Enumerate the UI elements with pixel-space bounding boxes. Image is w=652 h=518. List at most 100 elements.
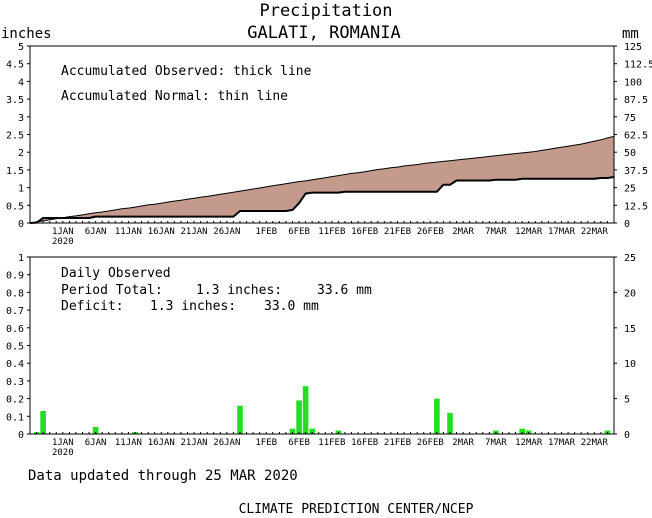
daily-left-tick-label: 1 [18, 253, 24, 264]
daily-date-label: 11FEB [318, 438, 345, 448]
daily-left-tick-label: 0.3 [6, 377, 24, 388]
daily-left-tick-label: 0.5 [6, 342, 24, 353]
daily-left-tick-label: 0.6 [6, 324, 24, 335]
accumulated-left-tick-label: 3 [18, 113, 24, 124]
accumulated-panel: 00.511.522.533.544.55012.52537.55062.575… [6, 42, 652, 230]
daily-bar [296, 400, 302, 434]
accumulated-date-label: 12MAR [515, 227, 543, 237]
daily-date-label: 7MAR [485, 438, 507, 448]
daily-date-label: 21FEB [384, 438, 411, 448]
daily-left-tick-label: 0.4 [6, 359, 24, 370]
daily-date-label: 26FEB [417, 438, 444, 448]
observed-line [29, 176, 615, 224]
daily-date-label: 11JAN [115, 438, 142, 448]
daily-right-tick-label: 20 [624, 288, 636, 299]
daily-bar [309, 428, 315, 434]
accumulated-date-label: 7MAR [485, 227, 507, 237]
daily-bar [92, 426, 99, 434]
accumulated-date-label: 21JAN [180, 227, 207, 237]
daily-observed-note: Daily Observed [61, 266, 171, 281]
accumulated-left-tick-label: 2.5 [6, 131, 24, 142]
daily-year-label: 2020 [52, 448, 74, 458]
right-unit-label: mm [622, 26, 639, 42]
daily-date-label: 22MAR [581, 438, 609, 448]
accumulated-date-label: 16JAN [148, 227, 175, 237]
accumulated-date-label: 6FEB [288, 227, 310, 237]
accumulated-year-label: 2020 [52, 237, 74, 247]
daily-bar [237, 405, 243, 434]
accumulated-right-tick-label: 87.5 [624, 95, 648, 106]
accumulated-left-tick-label: 0.5 [6, 201, 24, 212]
daily-date-label: 1FEB [255, 438, 277, 448]
accumulated-date-label: 26FEB [417, 227, 444, 237]
accumulated-date-label: 2MAR [452, 227, 474, 237]
daily-date-label: 6JAN [85, 438, 107, 448]
daily-bar [40, 411, 46, 434]
accumulated-axis-ticks: 00.511.522.533.544.55012.52537.55062.575… [6, 42, 652, 230]
credit-line: CLIMATE PREDICTION CENTER/NCEP [239, 502, 474, 517]
daily-bar [519, 428, 525, 434]
daily-panel: 00.10.20.30.40.50.60.70.80.910510152025 … [6, 253, 636, 441]
accumulated-right-tick-label: 0 [624, 219, 630, 230]
accumulated-date-label: 16FEB [351, 227, 378, 237]
accumulated-right-tick-label: 100 [624, 77, 642, 88]
accumulated-date-label: 1FEB [255, 227, 277, 237]
daily-bar [434, 398, 440, 434]
accumulated-normal-note: Accumulated Normal: thin line [61, 89, 288, 104]
daily-right-tick-label: 25 [624, 253, 636, 264]
daily-left-tick-label: 0.1 [6, 412, 24, 423]
daily-date-label: 16FEB [351, 438, 378, 448]
daily-bar [302, 386, 309, 434]
daily-right-tick-label: 5 [624, 395, 630, 406]
accumulated-left-tick-label: 4.5 [6, 60, 24, 71]
daily-date-label: 6FEB [288, 438, 310, 448]
accumulated-right-tick-label: 112.5 [624, 60, 652, 71]
normal-line [29, 135, 615, 224]
left-unit-label: inches [1, 26, 52, 42]
accumulated-date-label: 11FEB [318, 227, 345, 237]
daily-bar [289, 428, 296, 434]
deficit-inches: 1.3 inches: [150, 299, 236, 314]
accumulated-left-tick-label: 4 [18, 77, 24, 88]
accumulated-left-tick-label: 2 [18, 148, 24, 159]
accumulated-date-label: 22MAR [581, 227, 609, 237]
chart-title: Precipitation [259, 1, 392, 21]
daily-left-tick-label: 0.9 [6, 271, 24, 282]
accumulated-left-tick-label: 3.5 [6, 95, 24, 106]
accumulated-date-label: 6JAN [85, 227, 107, 237]
daily-date-label: 12MAR [515, 438, 543, 448]
station-name: GALATI, ROMANIA [247, 23, 401, 43]
accumulated-right-tick-label: 62.5 [624, 131, 648, 142]
daily-right-tick-label: 10 [624, 359, 636, 370]
accumulated-left-tick-label: 1 [18, 184, 24, 195]
daily-date-label: 21JAN [180, 438, 207, 448]
accumulated-date-label: 21FEB [384, 227, 411, 237]
daily-left-tick-label: 0.2 [6, 395, 24, 406]
daily-bars [33, 386, 611, 434]
accumulated-date-label: 26JAN [213, 227, 240, 237]
daily-left-tick-label: 0.8 [6, 288, 24, 299]
daily-date-label: 1JAN [52, 438, 74, 448]
period-total-label: Period Total: [61, 283, 163, 298]
period-total-inches: 1.3 inches: [196, 283, 282, 298]
accumulated-right-tick-label: 12.5 [624, 201, 648, 212]
daily-left-tick-label: 0.7 [6, 306, 24, 317]
accumulated-left-tick-label: 5 [18, 42, 24, 53]
accumulated-right-tick-label: 50 [624, 148, 636, 159]
accumulated-date-label: 17MAR [548, 227, 576, 237]
accumulated-right-tick-label: 75 [624, 113, 636, 124]
deficit-label: Deficit: [61, 299, 124, 314]
daily-left-tick-label: 0 [18, 430, 24, 441]
accumulated-date-label: 11JAN [115, 227, 142, 237]
daily-date-label: 2MAR [452, 438, 474, 448]
daily-bar [447, 412, 453, 434]
daily-date-label: 16JAN [148, 438, 175, 448]
daily-right-tick-label: 15 [624, 324, 636, 335]
daily-right-tick-label: 0 [624, 430, 630, 441]
accumulated-right-tick-label: 125 [624, 42, 642, 53]
accumulated-left-tick-label: 1.5 [6, 166, 24, 177]
accumulated-observed-note: Accumulated Observed: thick line [61, 64, 312, 79]
